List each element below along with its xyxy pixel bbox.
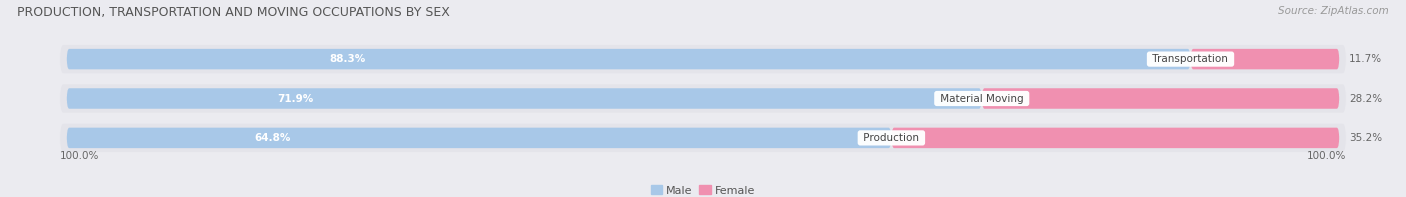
Text: Production: Production: [860, 133, 922, 143]
FancyBboxPatch shape: [891, 128, 1340, 148]
Text: 100.0%: 100.0%: [60, 151, 100, 161]
Text: 71.9%: 71.9%: [277, 94, 314, 103]
FancyBboxPatch shape: [66, 128, 891, 148]
Text: PRODUCTION, TRANSPORTATION AND MOVING OCCUPATIONS BY SEX: PRODUCTION, TRANSPORTATION AND MOVING OC…: [17, 6, 450, 19]
Text: Transportation: Transportation: [1150, 54, 1232, 64]
Text: 88.3%: 88.3%: [329, 54, 366, 64]
Legend: Male, Female: Male, Female: [647, 181, 759, 197]
Text: 28.2%: 28.2%: [1350, 94, 1382, 103]
FancyBboxPatch shape: [66, 49, 1191, 69]
Text: 35.2%: 35.2%: [1350, 133, 1382, 143]
Text: 64.8%: 64.8%: [254, 133, 291, 143]
Text: Material Moving: Material Moving: [936, 94, 1026, 103]
FancyBboxPatch shape: [60, 45, 1346, 73]
Text: Source: ZipAtlas.com: Source: ZipAtlas.com: [1278, 6, 1389, 16]
FancyBboxPatch shape: [60, 124, 1346, 152]
FancyBboxPatch shape: [981, 88, 1340, 109]
Text: 11.7%: 11.7%: [1350, 54, 1382, 64]
FancyBboxPatch shape: [66, 88, 981, 109]
FancyBboxPatch shape: [60, 84, 1346, 113]
FancyBboxPatch shape: [1191, 49, 1340, 69]
Text: 100.0%: 100.0%: [1306, 151, 1346, 161]
